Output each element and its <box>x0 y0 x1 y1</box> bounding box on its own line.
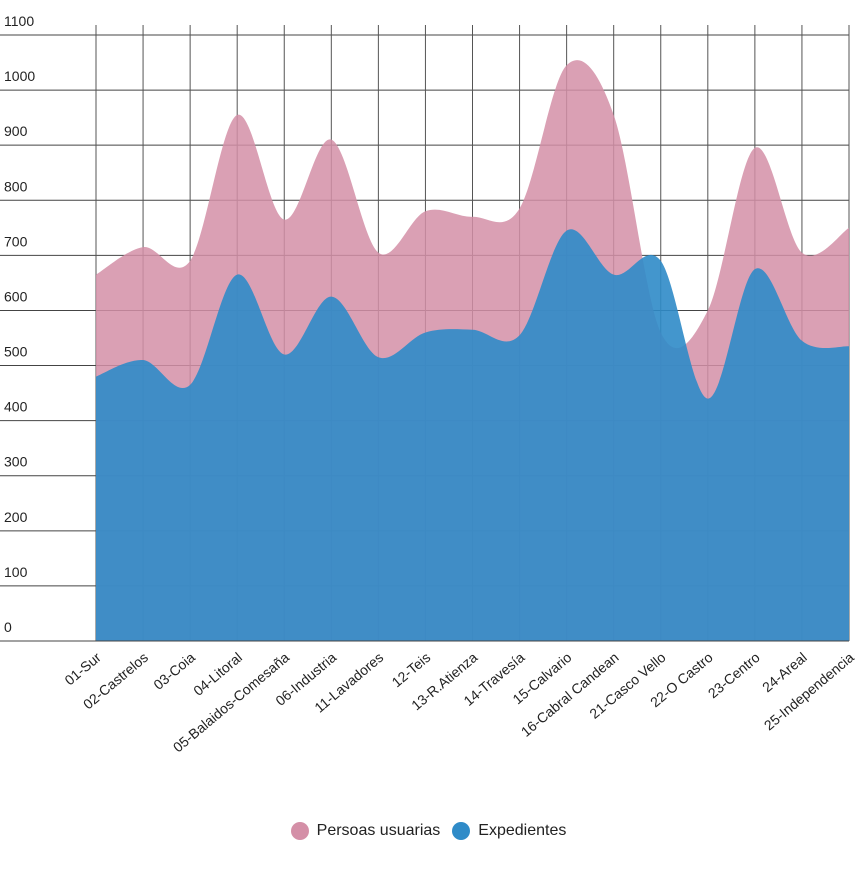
y-tick-label: 500 <box>4 344 28 360</box>
x-tick-label: 12-Teis <box>389 649 434 690</box>
y-tick-label: 100 <box>4 564 28 580</box>
legend-swatch-expedientes <box>452 822 471 840</box>
y-tick-label: 200 <box>4 509 28 525</box>
y-tick-label: 800 <box>4 178 28 194</box>
x-tick-label: 23-Centro <box>705 649 763 701</box>
area-expedientes[interactable] <box>96 229 849 642</box>
y-tick-label: 300 <box>4 454 28 470</box>
legend-swatch-persoas-usuarias <box>290 822 309 840</box>
y-tick-label: 600 <box>4 288 28 304</box>
series-areas <box>96 60 849 642</box>
legend-label-persoas-usuarias: Persoas usuarias <box>316 822 441 839</box>
y-axis: 0 100 200 300 400 500 600 700 800 900 1000 1100 <box>4 13 35 635</box>
legend-item-expedientes[interactable]: Expedientes <box>452 822 566 840</box>
legend: Persoas usuarias Expedientes <box>0 822 857 840</box>
legend-item-persoas-usuarias[interactable]: Persoas usuarias <box>290 822 441 840</box>
y-tick-label: 0 <box>4 619 12 635</box>
y-tick-label: 700 <box>4 233 28 249</box>
y-tick-label: 900 <box>4 123 28 139</box>
y-tick-label: 1100 <box>4 13 34 29</box>
y-tick-label: 400 <box>4 399 28 415</box>
x-tick-label: 01-Sur <box>61 649 104 688</box>
legend-label-expedientes: Expedientes <box>478 822 567 839</box>
y-tick-label: 1000 <box>4 68 35 84</box>
